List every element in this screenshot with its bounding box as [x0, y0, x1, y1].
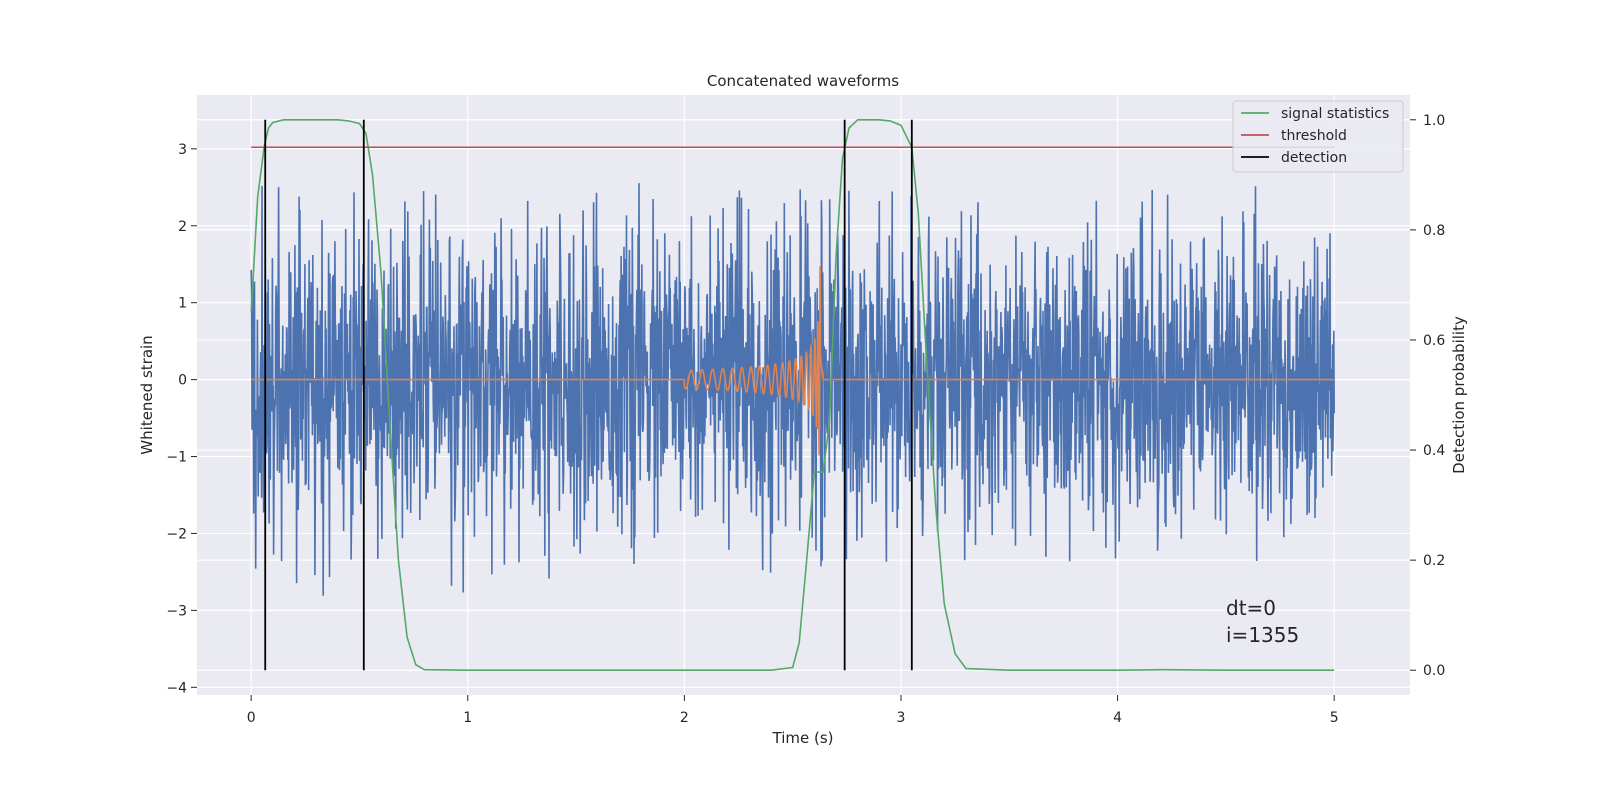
series-whitened-strain: [250, 183, 1335, 596]
legend-label-threshold: threshold: [1281, 128, 1347, 144]
annotation: dt=0 i=1355: [1226, 596, 1299, 647]
chart-title: Concatenated waveforms: [707, 72, 899, 90]
legend: signal statistics threshold detection: [1232, 100, 1404, 173]
annotation-index: i=1355: [1226, 623, 1299, 647]
x-tick-label: 4: [1113, 710, 1122, 726]
y-left-tick-label: −3: [166, 603, 187, 619]
series-injected-chirp: [251, 266, 1335, 456]
y-right-tick-label: 0.6: [1423, 333, 1445, 349]
x-tick-label: 5: [1330, 710, 1339, 726]
series-signal-statistics: [250, 119, 1335, 671]
x-tick-label: 0: [247, 710, 256, 726]
y-left-tick-label: −2: [166, 526, 187, 542]
y-axis-right-label: Detection probability: [1450, 316, 1468, 474]
y-left-tick-label: −4: [166, 680, 187, 696]
x-axis-label: Time (s): [772, 729, 834, 747]
data-layer: [250, 119, 1335, 671]
y-axis-left-label: Whitened strain: [138, 335, 156, 454]
y-left-tick-label: −1: [166, 450, 187, 466]
legend-label-detection: detection: [1281, 150, 1347, 166]
axes: 0 1 2 3 4 5 −4 −3 −2 −1 0 1 2 3 0.0 0.2 0.4 0.6 0.8 1.0: [166, 113, 1445, 726]
y-left-tick-label: 3: [178, 142, 187, 158]
legend-box: [1232, 100, 1404, 173]
y-right-tick-label: 0.0: [1423, 663, 1445, 679]
y-right-tick-label: 0.8: [1423, 223, 1445, 239]
annotation-dt: dt=0: [1226, 596, 1276, 620]
x-tick-label: 3: [897, 710, 906, 726]
y-left-tick-label: 1: [178, 296, 187, 312]
x-tick-label: 2: [680, 710, 689, 726]
x-tick-label: 1: [463, 710, 472, 726]
y-right-tick-label: 0.2: [1423, 553, 1445, 569]
y-left-tick-label: 0: [178, 373, 187, 389]
y-left-tick-label: 2: [178, 219, 187, 235]
legend-label-signal-statistics: signal statistics: [1281, 106, 1389, 122]
y-right-tick-label: 0.4: [1423, 443, 1445, 459]
y-right-tick-label: 1.0: [1423, 113, 1445, 129]
